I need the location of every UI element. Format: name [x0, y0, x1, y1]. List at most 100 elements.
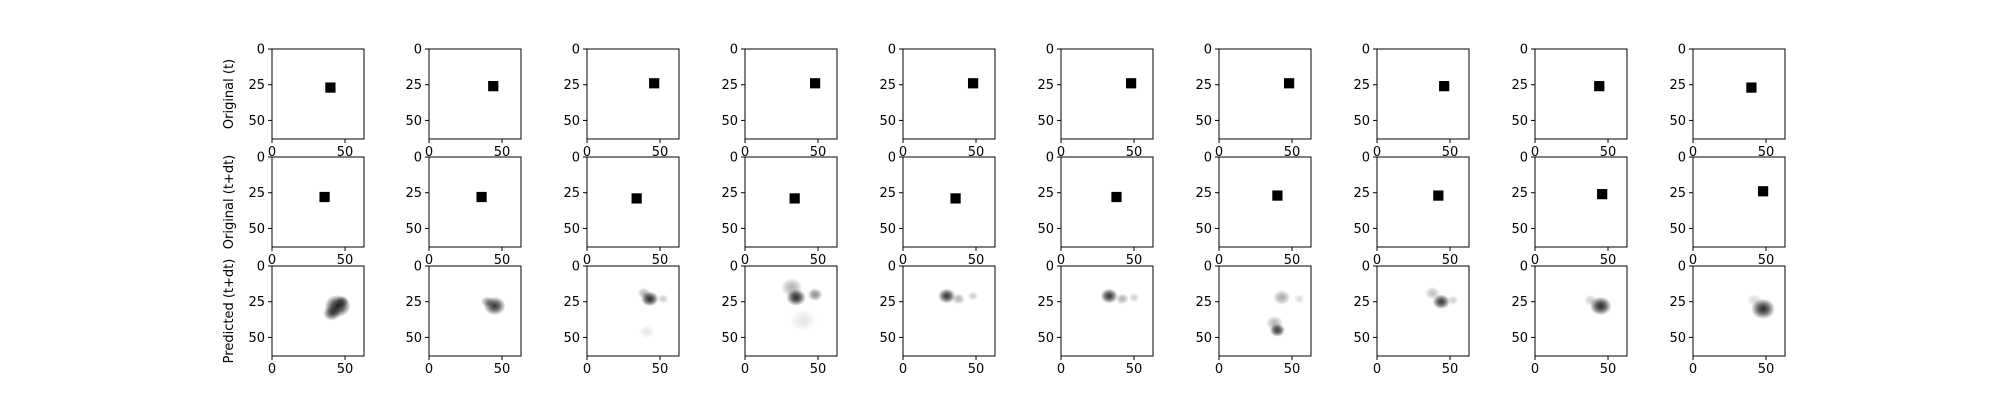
x-tick-label: 0: [1531, 253, 1539, 268]
panel-frame: [428, 48, 522, 140]
y-tick-label: 25: [405, 186, 422, 201]
panel-content: [488, 81, 499, 92]
panel-background: [1693, 157, 1785, 247]
panel-frame: [428, 265, 522, 357]
prediction-blob: [1265, 315, 1284, 331]
panel-frame: [902, 156, 996, 248]
row-label: Original (t+dt): [222, 155, 237, 250]
x-tick-label: 50: [1284, 145, 1301, 160]
panel-content: [649, 78, 660, 89]
panel-content: [1583, 294, 1612, 316]
panel-content: [1597, 189, 1608, 200]
panel: 0 25 50 0 50: [721, 260, 838, 377]
y-tick-label: 0: [1204, 151, 1212, 166]
x-tick-label: 0: [1531, 362, 1539, 377]
panel-frame: [271, 265, 365, 357]
x-tick-label: 0: [741, 362, 749, 377]
y-tick-label: 0: [257, 260, 265, 275]
y-tick-label: 25: [248, 78, 265, 93]
row-label: Original (t): [222, 59, 237, 129]
panel: 0 25 50 0 50: [879, 260, 996, 377]
x-tick-label: 50: [337, 253, 354, 268]
y-tick-label: 50: [879, 222, 896, 237]
y-tick-label: 0: [414, 260, 422, 275]
prediction-blob: [637, 287, 651, 299]
y-tick-label: 25: [1195, 78, 1212, 93]
y-tick-label: 50: [248, 331, 265, 346]
y-tick-label: 0: [1046, 43, 1054, 58]
x-tick-label: 50: [337, 145, 354, 160]
square-marker: [631, 193, 642, 204]
y-tick-label: 25: [879, 186, 896, 201]
panel-frame: [1534, 48, 1628, 140]
panel-frame: [1376, 48, 1470, 140]
x-tick-label: 0: [268, 253, 276, 268]
x-tick-label: 50: [968, 253, 985, 268]
panel-background: [1061, 157, 1153, 247]
y-tick-label: 25: [405, 78, 422, 93]
panel-content: [325, 82, 336, 93]
prediction-blob: [323, 305, 341, 321]
panel-content: [480, 296, 506, 316]
panel: 0 25 50 0 50: [1353, 43, 1470, 160]
panel: 0 25 50 0 50: [1511, 260, 1628, 377]
x-tick-label: 0: [1373, 145, 1381, 160]
panel-background: [903, 49, 995, 139]
panel-content: [1594, 81, 1605, 92]
y-tick-label: 25: [721, 78, 738, 93]
y-tick-label: 50: [1195, 331, 1212, 346]
panel-background: [429, 266, 521, 356]
panel-content: [938, 288, 979, 305]
panel-frame: [744, 265, 838, 357]
panel-frame: [1060, 265, 1154, 357]
prediction-blob: [1100, 288, 1118, 304]
y-tick-label: 25: [1037, 295, 1054, 310]
y-tick-label: 25: [248, 295, 265, 310]
panel: 0 25 50 0 50: [1037, 151, 1154, 268]
square-marker: [967, 78, 979, 89]
panel-background: [1061, 49, 1153, 139]
x-tick-label: 0: [583, 145, 591, 160]
y-tick-label: 0: [414, 151, 422, 166]
panel-content: [967, 78, 979, 89]
panel-background: [903, 157, 995, 247]
row-label: Predicted (t+dt): [222, 259, 237, 364]
square-marker: [649, 78, 660, 89]
y-tick-label: 25: [1511, 78, 1528, 93]
y-tick-label: 0: [1678, 260, 1686, 275]
prediction-blob: [951, 293, 966, 305]
y-tick-label: 0: [1204, 260, 1212, 275]
y-tick-label: 50: [1669, 222, 1686, 237]
y-tick-label: 0: [1046, 151, 1054, 166]
x-tick-label: 0: [1057, 253, 1065, 268]
panel: 0 25 50 0 50: [1669, 260, 1786, 377]
y-tick-label: 50: [405, 331, 422, 346]
panel-content: [1100, 288, 1140, 305]
panel-background: [429, 157, 521, 247]
y-tick-label: 50: [405, 114, 422, 129]
square-marker: [488, 81, 499, 92]
x-tick-label: 0: [425, 145, 433, 160]
y-tick-label: 25: [405, 295, 422, 310]
panel-content: [1424, 286, 1459, 310]
x-tick-label: 50: [652, 145, 669, 160]
panel-content: [1439, 81, 1450, 92]
x-tick-label: 50: [1284, 362, 1301, 377]
panel-background: [1219, 266, 1311, 356]
y-tick-label: 50: [721, 331, 738, 346]
panel: 0 25 50 0 50: [1353, 260, 1470, 377]
x-tick-label: 0: [583, 253, 591, 268]
y-tick-label: 50: [563, 114, 580, 129]
x-tick-label: 0: [899, 145, 907, 160]
panel: 0 25 50 0 50: [1669, 151, 1786, 268]
y-tick-label: 0: [1362, 151, 1370, 166]
panel-content: [1433, 190, 1444, 201]
panel-background: [1693, 49, 1785, 139]
panel-frame: [1692, 156, 1786, 248]
panel-content: [1746, 82, 1757, 93]
panel-content: [1125, 78, 1137, 89]
y-tick-label: 0: [572, 260, 580, 275]
panel-frame: [1218, 156, 1312, 248]
panel-frame: [1692, 48, 1786, 140]
x-tick-label: 0: [1373, 362, 1381, 377]
